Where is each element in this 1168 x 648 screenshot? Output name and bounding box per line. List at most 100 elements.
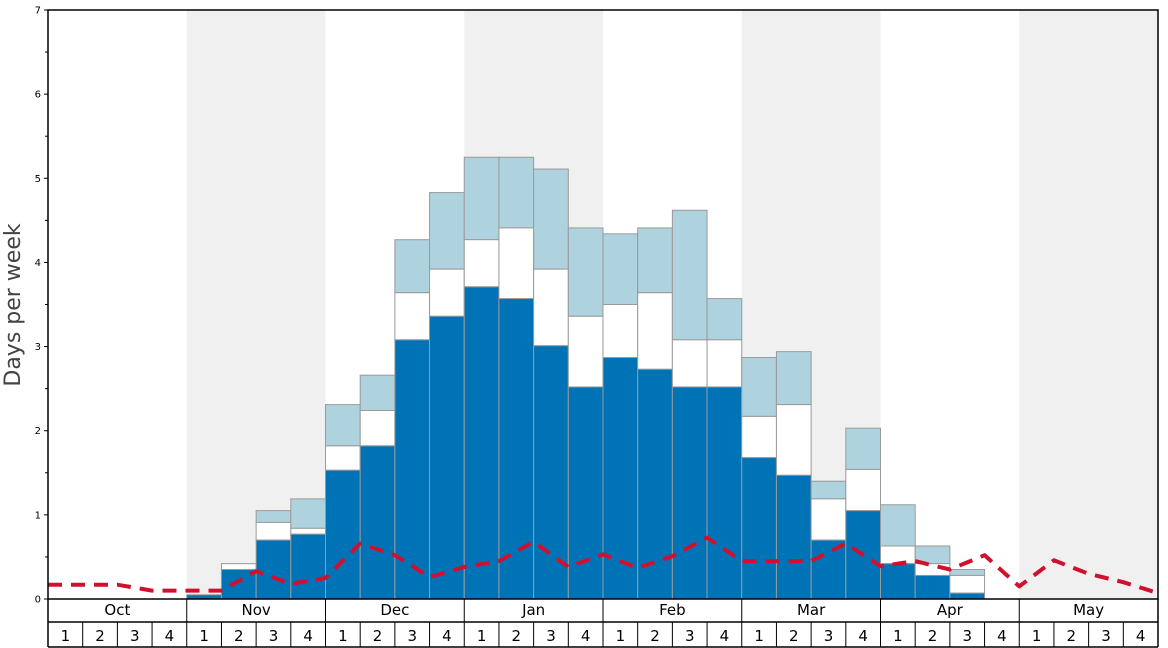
bar-segment-light: [845, 427, 881, 470]
week-label: 2: [512, 627, 522, 645]
bar-segment-light: [325, 404, 361, 447]
bar-segment-light: [567, 227, 604, 317]
week-label: 1: [477, 627, 487, 645]
bar-week-20: [706, 298, 743, 600]
bar-segment-light: [706, 298, 743, 341]
week-label: 1: [616, 627, 626, 645]
bar-segment-white: [637, 292, 673, 370]
week-label: 2: [234, 627, 244, 645]
bar-week-25: [880, 504, 916, 600]
week-label: 1: [754, 627, 764, 645]
bar-segment-light: [880, 504, 916, 547]
bar-segment-white: [394, 292, 431, 341]
week-label: 2: [650, 627, 660, 645]
y-tick-label: 5: [35, 174, 41, 185]
bar-segment-light: [637, 227, 673, 294]
bar-segment-white: [463, 239, 500, 288]
bar-week-11: [394, 239, 431, 600]
bar-segment-white: [429, 268, 465, 317]
bar-segment-white: [325, 445, 361, 471]
bar-week-27: [949, 569, 986, 600]
bar-week-14: [498, 156, 535, 600]
week-label: 2: [1067, 627, 1077, 645]
bar-segment-dark: [880, 563, 916, 600]
week-label: 2: [789, 627, 799, 645]
bar-week-12: [429, 192, 465, 600]
dashed-line-series: [47, 535, 1159, 596]
bar-week-9: [325, 404, 361, 600]
month-label-mar: Mar: [797, 601, 826, 619]
month-label-dec: Dec: [380, 601, 409, 619]
week-label: 4: [997, 627, 1007, 645]
bar-segment-white: [706, 339, 743, 388]
bar-segment-light: [255, 510, 292, 523]
week-label: 3: [130, 627, 140, 645]
bar-week-13: [463, 156, 500, 600]
y-tick-label: 0: [35, 595, 41, 606]
bar-segment-white: [602, 304, 639, 359]
week-label: 3: [685, 627, 695, 645]
bar-segment-dark: [949, 592, 986, 600]
week-label: 2: [373, 627, 383, 645]
bars: [186, 156, 986, 600]
month-label-jan: Jan: [521, 601, 545, 619]
bar-segment-white: [359, 410, 396, 447]
bar-segment-dark: [429, 315, 465, 600]
bar-segment-light: [290, 498, 326, 529]
week-label: 4: [1136, 627, 1146, 645]
month-label-oct: Oct: [104, 601, 130, 619]
bar-segment-dark: [359, 445, 396, 600]
bar-segment-light: [671, 209, 708, 341]
y-tick-label: 4: [35, 258, 41, 269]
bar-week-26: [914, 545, 951, 600]
y-tick-label: 7: [35, 6, 41, 17]
bar-week-18: [637, 227, 673, 600]
bar-segment-light: [429, 192, 465, 270]
week-label: 1: [893, 627, 903, 645]
bar-week-17: [602, 233, 639, 600]
week-label: 4: [442, 627, 452, 645]
bar-segment-light: [810, 480, 847, 500]
bar-segment-light: [533, 168, 569, 270]
week-label: 3: [407, 627, 417, 645]
week-label: 1: [1032, 627, 1042, 645]
y-tick-label: 2: [35, 426, 41, 437]
week-label: 3: [1101, 627, 1111, 645]
bar-segment-white: [810, 498, 847, 541]
bar-week-15: [533, 168, 569, 600]
bar-segment-white: [671, 339, 708, 388]
bar-segment-white: [533, 268, 569, 347]
week-label: 3: [269, 627, 279, 645]
bar-week-22: [775, 351, 812, 600]
week-label: 3: [824, 627, 834, 645]
bar-segment-dark: [671, 386, 708, 600]
bar-week-7: [255, 510, 292, 600]
bar-week-10: [359, 374, 396, 600]
bar-segment-white: [949, 574, 986, 594]
week-label: 3: [546, 627, 556, 645]
y-tick-label: 1: [35, 510, 41, 521]
bar-segment-dark: [290, 533, 326, 600]
bar-segment-dark: [498, 298, 535, 600]
bar-segment-light: [602, 233, 639, 306]
axes: 0 1 2 3 4 5 6 7 Oct Nov Dec Jan Feb Mar Apr May 1 2 3 4 1 2 3 4…: [35, 6, 1159, 648]
bar-segment-white: [845, 468, 881, 512]
bar-segment-light: [498, 156, 535, 229]
week-label: 4: [165, 627, 175, 645]
week-label: 4: [858, 627, 868, 645]
bar-segment-light: [741, 357, 777, 417]
week-label: 2: [928, 627, 938, 645]
bar-segment-dark: [533, 345, 569, 600]
week-label: 4: [720, 627, 730, 645]
y-tick-label: 6: [35, 90, 41, 101]
bar-segment-dark: [810, 539, 847, 600]
bar-segment-dark: [775, 474, 812, 600]
bar-segment-light: [394, 239, 431, 294]
month-label-feb: Feb: [659, 601, 686, 619]
bar-segment-dark: [741, 457, 777, 600]
bar-segment-light: [775, 351, 812, 406]
month-band-may: [1019, 10, 1158, 599]
bar-segment-dark: [706, 386, 743, 600]
bar-segment-light: [463, 156, 500, 241]
y-axis-label: Days per week: [1, 223, 26, 386]
